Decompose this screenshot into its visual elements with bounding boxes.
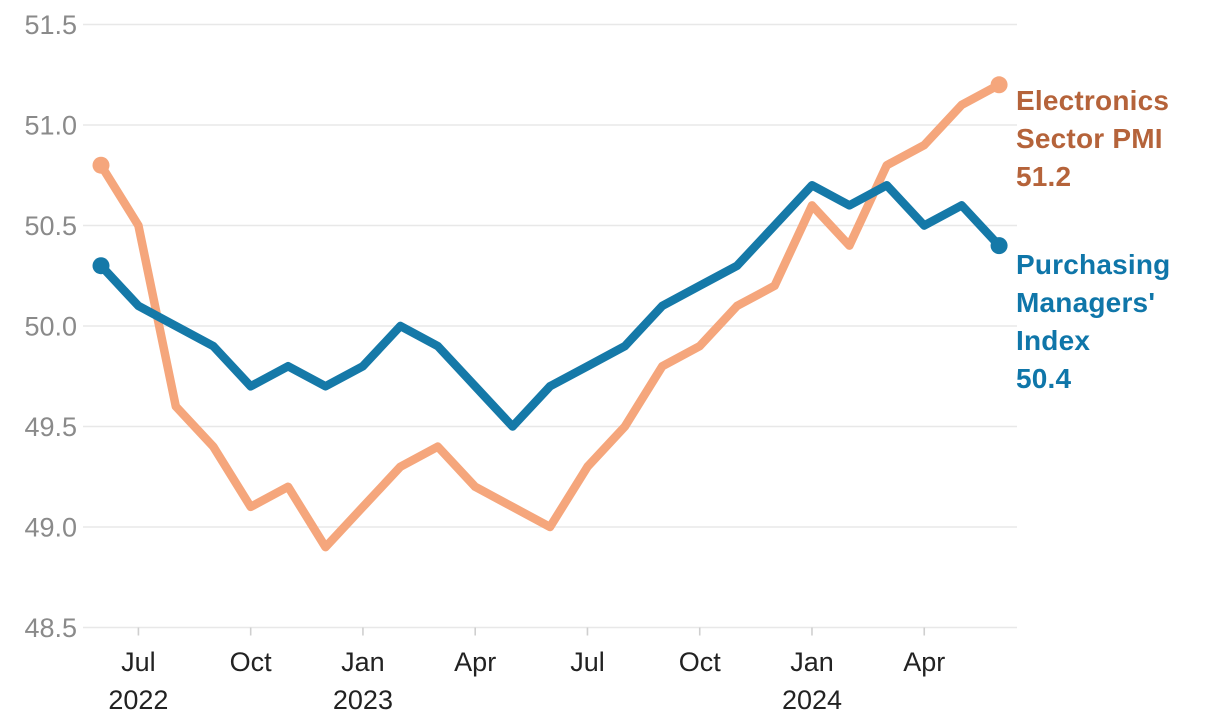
y-tick-label: 51.0 [24, 111, 77, 141]
x-tick-label: Oct [230, 647, 273, 677]
y-tick-label: 50.0 [24, 312, 77, 342]
y-tick-label: 49.0 [24, 513, 77, 543]
series-endpoint-dot [92, 257, 110, 275]
series-label-electronics-pmi: Electronics Sector PMI 51.2 [1016, 82, 1169, 196]
y-tick-label: 48.5 [24, 613, 77, 643]
series-label-line: Index [1016, 325, 1091, 356]
series-endpoint-dot [92, 156, 110, 174]
series-endpoint-dot [990, 76, 1008, 94]
y-tick-label: 51.5 [24, 10, 77, 40]
series-label-line: Sector PMI [1016, 123, 1163, 154]
series-label-line: Managers' [1016, 287, 1156, 318]
series-end-value: 50.4 [1016, 363, 1072, 394]
series-end-value: 51.2 [1016, 161, 1072, 192]
x-tick-label: Oct [679, 647, 722, 677]
x-tick-year-label: 2023 [333, 685, 393, 715]
y-tick-label: 50.5 [24, 211, 77, 241]
x-tick-label: Jan [341, 647, 385, 677]
series-label-line: Purchasing [1016, 249, 1171, 280]
x-tick-year-label: 2024 [782, 685, 842, 715]
series-endpoint-dot [990, 237, 1008, 255]
series-label-line: Electronics [1016, 85, 1170, 116]
x-tick-label: Apr [903, 647, 945, 677]
x-tick-label: Apr [454, 647, 496, 677]
series-line [96, 181, 1004, 431]
series-label-purchasing-managers-index: Purchasing Managers' Index 50.4 [1016, 246, 1170, 398]
x-tick-label: Jul [121, 647, 156, 677]
x-tick-label: Jan [790, 647, 834, 677]
x-tick-label: Jul [570, 647, 605, 677]
x-tick-year-label: 2022 [108, 685, 168, 715]
y-tick-label: 49.5 [24, 412, 77, 442]
series-line [96, 80, 1004, 552]
